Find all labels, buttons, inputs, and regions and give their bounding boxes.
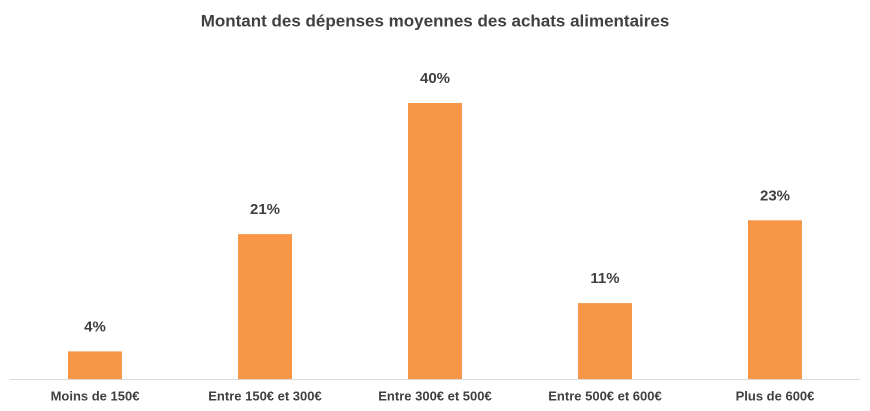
x-tick-label: Entre 300€ et 500€ (378, 388, 491, 403)
x-tick-label: Entre 150€ et 300€ (208, 388, 321, 403)
x-tick-label: Moins de 150€ (51, 388, 140, 403)
data-label: 23% (760, 187, 790, 204)
bar (748, 220, 802, 379)
bar (68, 351, 122, 379)
data-label: 40% (420, 70, 450, 87)
bar (408, 103, 462, 379)
x-tick-label: Entre 500€ et 600€ (548, 388, 661, 403)
x-tick-label: Plus de 600€ (736, 388, 815, 403)
data-label: 11% (590, 270, 619, 287)
bar (578, 303, 632, 379)
data-label: 4% (84, 318, 106, 335)
data-label: 21% (250, 201, 280, 218)
chart-title: Montant des dépenses moyennes des achats… (201, 11, 670, 30)
bar (238, 234, 292, 379)
